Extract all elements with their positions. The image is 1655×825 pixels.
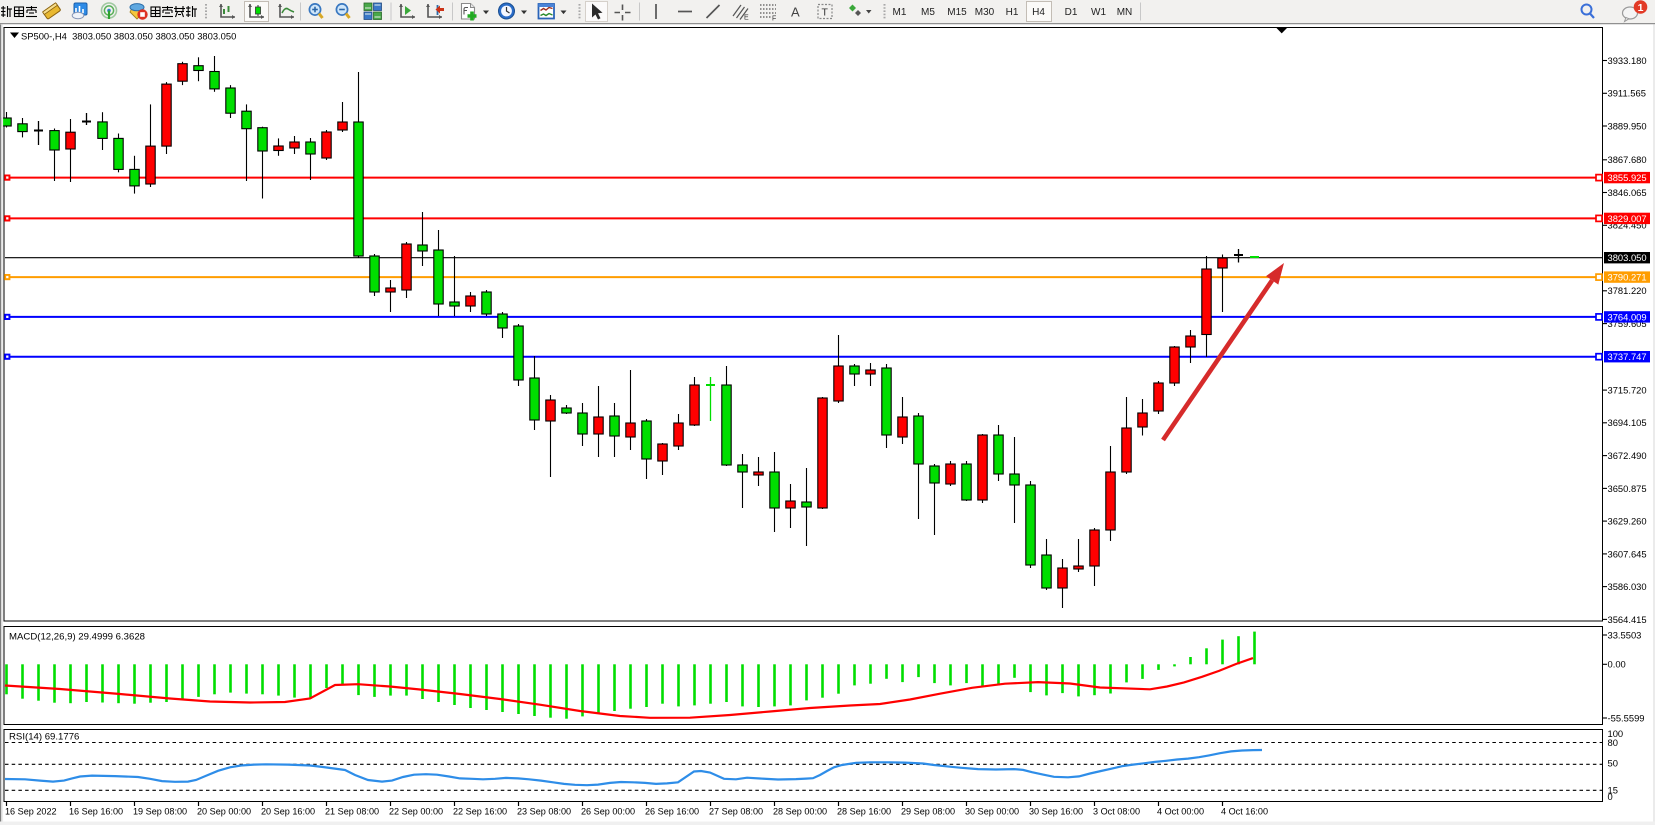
svg-text:4 Oct 00:00: 4 Oct 00:00 (1157, 807, 1204, 817)
svg-text:16 Sep 2022: 16 Sep 2022 (5, 807, 57, 817)
svg-text:3911.565: 3911.565 (1608, 88, 1646, 99)
svg-text:23 Sep 08:00: 23 Sep 08:00 (517, 807, 571, 817)
svg-text:W1: W1 (1091, 7, 1106, 18)
svg-text:H1: H1 (1006, 7, 1019, 18)
svg-text:19 Sep 08:00: 19 Sep 08:00 (133, 807, 187, 817)
svg-text:29 Sep 08:00: 29 Sep 08:00 (901, 807, 955, 817)
svg-text:4 Oct 16:00: 4 Oct 16:00 (1221, 807, 1268, 817)
svg-text:-55.5599: -55.5599 (1608, 712, 1645, 723)
svg-text:3846.065: 3846.065 (1608, 187, 1647, 198)
svg-text:3764.009: 3764.009 (1608, 311, 1647, 322)
svg-text:RSI(14) 69.1776: RSI(14) 69.1776 (9, 732, 79, 743)
svg-text:SP500-,H4 3803.050 3803.050 3: SP500-,H4 3803.050 3803.050 3803.050 380… (21, 31, 236, 42)
svg-text:3 Oct 08:00: 3 Oct 08:00 (1093, 807, 1140, 817)
svg-text:3694.105: 3694.105 (1608, 417, 1647, 428)
svg-text:M1: M1 (893, 7, 907, 18)
svg-text:3737.747: 3737.747 (1608, 351, 1647, 362)
svg-text:3672.490: 3672.490 (1608, 450, 1647, 461)
svg-text:3781.220: 3781.220 (1608, 285, 1647, 296)
svg-text:F: F (772, 16, 776, 23)
svg-text:D1: D1 (1065, 7, 1078, 18)
svg-text:3933.180: 3933.180 (1608, 55, 1647, 66)
svg-text:H4: H4 (1032, 7, 1045, 18)
svg-text:MN: MN (1117, 7, 1133, 18)
svg-text:3715.720: 3715.720 (1608, 385, 1647, 396)
svg-text:MACD(12,26,9) 29.4999 6.3628: MACD(12,26,9) 29.4999 6.3628 (9, 632, 145, 643)
svg-text:27 Sep 08:00: 27 Sep 08:00 (709, 807, 763, 817)
svg-text:22 Sep 00:00: 22 Sep 00:00 (389, 807, 443, 817)
svg-text:3824.450: 3824.450 (1608, 220, 1647, 231)
svg-text:20 Sep 00:00: 20 Sep 00:00 (197, 807, 251, 817)
svg-text:80: 80 (1608, 737, 1618, 748)
svg-text:3889.950: 3889.950 (1608, 120, 1647, 131)
svg-text:M30: M30 (975, 7, 995, 18)
svg-text:3607.645: 3607.645 (1608, 548, 1647, 559)
svg-text:T: T (822, 7, 829, 19)
svg-text:1: 1 (1638, 2, 1644, 14)
svg-text:E: E (744, 15, 749, 22)
svg-text:26 Sep 00:00: 26 Sep 00:00 (581, 807, 635, 817)
svg-text:50: 50 (1608, 758, 1618, 769)
svg-text:3867.680: 3867.680 (1608, 154, 1647, 165)
svg-text:3790.271: 3790.271 (1608, 272, 1647, 283)
svg-text:28 Sep 00:00: 28 Sep 00:00 (773, 807, 827, 817)
svg-text:20 Sep 16:00: 20 Sep 16:00 (261, 807, 315, 817)
svg-text:30 Sep 00:00: 30 Sep 00:00 (965, 807, 1019, 817)
svg-text:3564.415: 3564.415 (1608, 614, 1647, 625)
svg-text:0: 0 (1608, 791, 1613, 802)
svg-text:15: 15 (1608, 784, 1618, 795)
svg-text:16 Sep 16:00: 16 Sep 16:00 (69, 807, 123, 817)
svg-text:3650.875: 3650.875 (1608, 483, 1647, 494)
svg-text:M15: M15 (947, 7, 967, 18)
svg-text:22 Sep 16:00: 22 Sep 16:00 (453, 807, 507, 817)
svg-text:30 Sep 16:00: 30 Sep 16:00 (1029, 807, 1083, 817)
svg-text:3759.605: 3759.605 (1608, 318, 1647, 329)
svg-text:3586.030: 3586.030 (1608, 581, 1647, 592)
svg-text:3629.260: 3629.260 (1608, 516, 1647, 527)
svg-text:3829.007: 3829.007 (1608, 213, 1647, 224)
svg-text:3803.050: 3803.050 (1608, 252, 1647, 263)
svg-text:M5: M5 (921, 7, 935, 18)
svg-text:A: A (791, 5, 800, 20)
svg-text:33.5503: 33.5503 (1608, 629, 1642, 640)
svg-text:28 Sep 16:00: 28 Sep 16:00 (837, 807, 891, 817)
svg-text:100: 100 (1608, 728, 1624, 739)
svg-text:26 Sep 16:00: 26 Sep 16:00 (645, 807, 699, 817)
svg-text:21 Sep 08:00: 21 Sep 08:00 (325, 807, 379, 817)
svg-text:3855.925: 3855.925 (1608, 172, 1647, 183)
svg-text:0.00: 0.00 (1608, 659, 1626, 670)
